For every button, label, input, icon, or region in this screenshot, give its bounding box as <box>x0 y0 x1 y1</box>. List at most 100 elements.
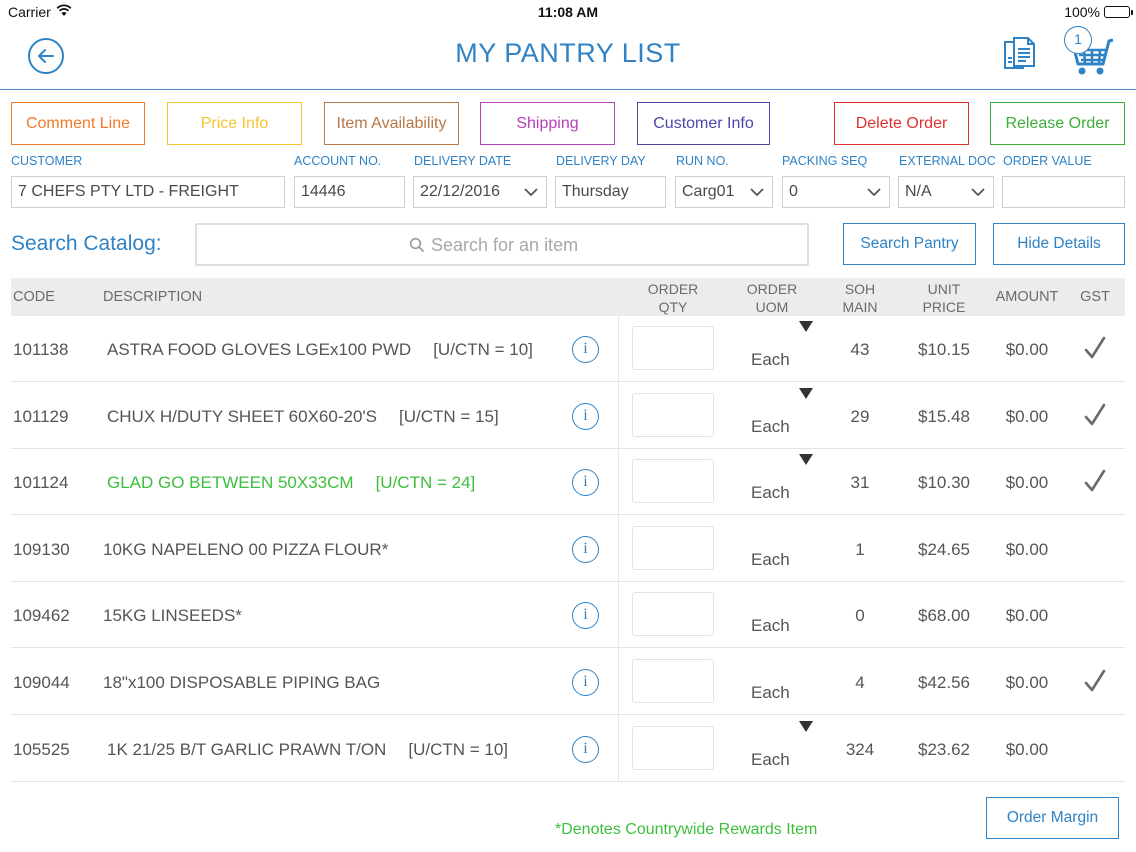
order-uom[interactable]: Each <box>751 683 790 702</box>
uom-dropdown-arrow-icon[interactable] <box>799 720 813 732</box>
description-header: DESCRIPTION <box>103 289 203 305</box>
customer-field[interactable]: 7 CHEFS PTY LTD - FREIGHT <box>11 176 285 208</box>
packing-seq-select[interactable]: 0 <box>782 176 890 208</box>
packing-seq-value: 0 <box>789 183 798 200</box>
order-qty-header-line2: QTY <box>658 299 688 315</box>
order-qty-input[interactable] <box>632 659 714 703</box>
order-qty-input[interactable] <box>632 459 714 504</box>
run-no-label: RUN NO. <box>676 154 729 168</box>
item-info-button[interactable]: i <box>572 735 599 763</box>
table-row[interactable]: 105525 1K 21/25 B/T GARLIC PRAWN T/ON [U/C… <box>11 716 1125 782</box>
run-no-select[interactable]: Carg01 <box>675 176 773 208</box>
hide-details-button[interactable]: Hide Details <box>993 223 1125 265</box>
item-description-text: 1K 21/25 B/T GARLIC PRAWN T/ON <box>107 739 387 759</box>
comment-line-button[interactable]: Comment Line <box>11 102 145 145</box>
unit-price: $15.48 <box>918 406 970 426</box>
uom-dropdown-arrow-icon[interactable] <box>799 454 813 466</box>
order-qty-header-line1: ORDER <box>647 281 699 297</box>
item-info-button[interactable]: i <box>572 602 599 630</box>
item-availability-button[interactable]: Item Availability <box>324 102 459 145</box>
order-qty-input[interactable] <box>632 392 714 437</box>
soh-main: 1 <box>855 539 865 559</box>
order-uom[interactable]: Each <box>751 749 790 769</box>
table-row[interactable]: 109044 18"x100 DISPOSABLE PIPING BAG i Each… <box>11 649 1125 715</box>
chevron-down-icon <box>524 188 538 197</box>
external-doc-value: N/A <box>905 183 932 200</box>
account-no-field[interactable]: 14446 <box>294 176 405 208</box>
delivery-day-value: Thursday <box>562 183 629 200</box>
documents-icon[interactable] <box>1002 36 1038 72</box>
search-catalog-box[interactable] <box>195 223 809 266</box>
item-description-text: 18"x100 DISPOSABLE PIPING BAG <box>103 673 381 692</box>
order-uom-header-line1: ORDER <box>746 281 798 297</box>
line-amount: $0.00 <box>1005 673 1049 692</box>
uom-dropdown-arrow-icon[interactable] <box>799 321 813 332</box>
page-title: MY PANTRY LIST <box>455 38 681 68</box>
checkmark-icon <box>1084 469 1106 492</box>
nav-bar: MY PANTRY LIST 1 <box>0 24 1136 90</box>
account-no-label: ACCOUNT NO. <box>294 154 382 168</box>
order-qty-input[interactable] <box>632 525 714 570</box>
soh-main: 29 <box>850 406 870 426</box>
order-uom[interactable]: Each <box>751 616 790 636</box>
item-description-text: 10KG NAPELENO 00 PIZZA FLOUR* <box>103 539 389 559</box>
customer-info-button[interactable]: Customer Info <box>637 102 770 145</box>
code-header: CODE <box>13 289 55 305</box>
release-order-button[interactable]: Release Order <box>990 102 1125 145</box>
table-row[interactable]: 109462 15KG LINSEEDS* i Each 0 $68.00 $0.00 <box>11 582 1125 649</box>
item-info-button[interactable]: i <box>572 402 599 430</box>
shipping-button[interactable]: Shipping <box>480 102 615 145</box>
order-value-field[interactable] <box>1002 176 1125 208</box>
wifi-icon <box>56 4 72 16</box>
item-code: 101124 <box>13 473 69 493</box>
uom-dropdown-arrow-icon[interactable] <box>799 387 813 399</box>
unit-price: $23.62 <box>918 739 970 759</box>
item-description: ASTRA FOOD GLOVES LGEx100 PWD [U/CTN = 10… <box>107 340 533 360</box>
unit-price: $42.56 <box>918 673 970 692</box>
item-info-button[interactable]: i <box>572 669 599 696</box>
table-row[interactable]: 101124 GLAD GO BETWEEN 50X33CM [U/CTN = 24… <box>11 449 1125 516</box>
search-pantry-button[interactable]: Search Pantry <box>843 223 976 265</box>
back-button[interactable] <box>28 38 64 74</box>
item-info-button[interactable]: i <box>572 336 599 363</box>
table-row[interactable]: 101129 CHUX H/DUTY SHEET 60X60-20'S [U/CTN… <box>11 383 1125 449</box>
delivery-day-field[interactable]: Thursday <box>555 176 666 208</box>
search-input[interactable] <box>431 231 791 259</box>
unit-price: $24.65 <box>918 539 970 559</box>
table-row[interactable]: 109130 10KG NAPELENO 00 PIZZA FLOUR* i Each… <box>11 516 1125 582</box>
order-qty-input[interactable] <box>632 592 714 637</box>
units-per-carton: [U/CTN = 10] <box>408 739 509 759</box>
item-info-button[interactable]: i <box>572 535 599 563</box>
line-amount: $0.00 <box>1005 606 1049 626</box>
order-uom[interactable]: Each <box>751 350 790 369</box>
item-description-text: CHUX H/DUTY SHEET 60X60-20'S <box>107 406 377 426</box>
delivery-date-select[interactable]: 22/12/2016 <box>413 176 547 208</box>
soh-main: 324 <box>845 739 875 759</box>
line-amount: $0.00 <box>1005 739 1049 759</box>
order-uom[interactable]: Each <box>751 483 790 503</box>
external-doc-select[interactable]: N/A <box>898 176 994 208</box>
delete-order-button[interactable]: Delete Order <box>834 102 969 145</box>
price-info-button[interactable]: Price Info <box>167 102 302 145</box>
units-per-carton: [U/CTN = 15] <box>399 406 499 426</box>
item-code: 101138 <box>13 340 69 359</box>
cart-icon[interactable] <box>1066 32 1116 76</box>
item-info-button[interactable]: i <box>572 469 599 497</box>
order-uom[interactable]: Each <box>751 549 790 569</box>
soh-main: 4 <box>855 673 865 692</box>
chevron-down-icon <box>750 188 764 197</box>
order-qty-input[interactable] <box>632 725 714 770</box>
item-code: 109044 <box>13 673 70 692</box>
unit-price: $68.00 <box>918 606 970 626</box>
order-qty-input[interactable] <box>632 326 714 370</box>
item-code: 101129 <box>13 406 69 426</box>
order-uom[interactable]: Each <box>751 416 790 436</box>
carrier-label: Carrier <box>8 4 51 20</box>
table-row[interactable]: 101138 ASTRA FOOD GLOVES LGEx100 PWD [U/CT… <box>11 316 1125 382</box>
order-margin-button[interactable]: Order Margin <box>986 797 1119 839</box>
item-description: GLAD GO BETWEEN 50X33CM [U/CTN = 24] <box>107 473 475 493</box>
chevron-down-icon <box>971 188 985 197</box>
arrow-left-icon <box>38 49 54 63</box>
run-no-value: Carg01 <box>682 183 735 200</box>
order-uom-header-line2: UOM <box>755 299 789 315</box>
